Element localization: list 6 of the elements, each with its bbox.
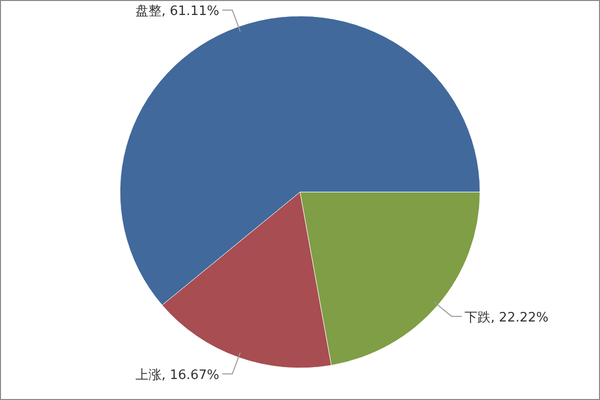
slice-label: 下跌 <box>464 310 491 326</box>
data-label: , 16.67% <box>161 368 220 383</box>
data-label: , 61.11% <box>161 4 220 20</box>
slice-label: 盘整 <box>135 4 162 20</box>
slice-label: 上涨 <box>135 368 162 383</box>
data-label: , 22.22% <box>490 310 549 326</box>
